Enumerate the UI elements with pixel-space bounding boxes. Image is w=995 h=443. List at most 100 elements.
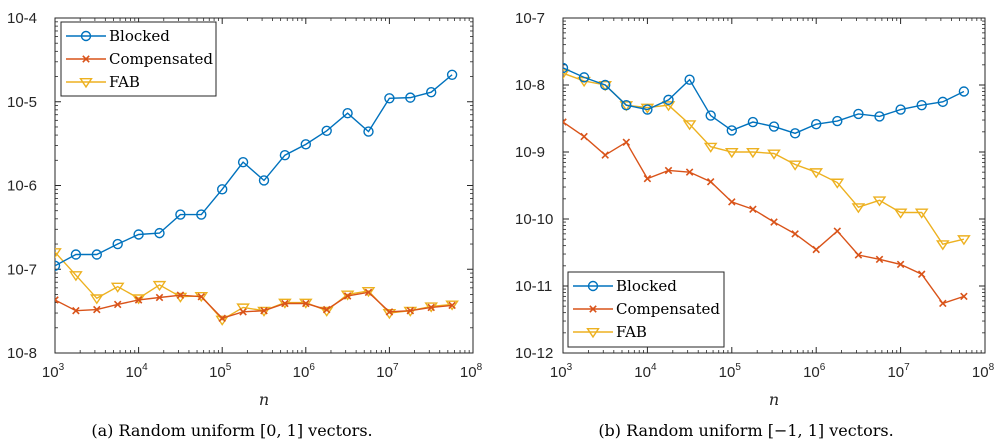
x-tick-label: 107 [887,362,910,381]
series-line [563,121,965,305]
data-point-triangle [89,294,104,305]
data-point-triangle [563,69,570,80]
series-blocked [55,69,458,271]
data-point-triangle [152,280,167,292]
y-tick-labels: 10-12 10-11 10-10 10-9 10-8 10-7 [515,10,553,362]
data-point-x [197,292,206,301]
legend-label: Compensated [109,50,213,68]
chart-panel-a: 103 104 105 106 107 10810-810-710-610-510-4nB… [7,10,483,440]
data-point-circle [446,69,458,80]
data-point-x [833,227,842,235]
data-point-circle [258,175,270,186]
legend-label: FAB [109,73,140,91]
x-tick-base: 10 [887,364,904,381]
data-point-triangle [79,78,93,89]
y-tick-label: 10-11 [515,278,552,295]
data-point-x [643,174,652,183]
data-point-circle [937,96,948,108]
data-point-x [812,245,820,254]
data-point-circle [216,184,228,195]
x-tick-base: 10 [550,364,567,381]
x-tick-exponent: 3 [567,362,573,373]
chart-caption: (b) Random uniform [−1, 1] vectors. [598,421,893,440]
x-tick-base: 10 [125,364,142,381]
data-point-triangle [788,160,802,171]
data-point-x [93,305,101,314]
y-tick-label: 10-5 [7,94,37,111]
data-point-circle [237,156,249,168]
data-point-circle [789,128,801,139]
data-point-triangle [935,240,950,251]
data-point-circle [642,104,653,115]
x-axis-label: n [259,390,269,409]
data-point-circle [55,260,61,271]
series-line [563,67,965,135]
data-point-circle [384,93,395,104]
series-compensated [55,288,456,323]
data-point-circle [768,121,780,132]
data-point-x [706,177,715,186]
x-tick-base: 10 [803,364,820,381]
x-tick-exponent: 6 [820,362,826,373]
data-point-triangle [598,81,613,92]
data-point-x [791,230,799,238]
chart-caption: (a) Random uniform [0, 1] vectors. [91,421,372,440]
data-point-x [601,151,609,159]
x-tick-exponent: 8 [989,362,995,373]
y-tick-labels: 10-8 10-7 10-6 10-5 10-4 [7,10,37,362]
data-point-circle [70,249,82,260]
x-tick-base: 10 [42,364,59,381]
legend-label: Blocked [109,27,170,45]
y-tick-label: 10-8 [7,345,37,362]
x-tick-label: 104 [125,362,148,381]
y-tick-label: 10-6 [7,178,37,195]
data-point-triangle [957,235,971,246]
x-tick-exponent: 5 [226,362,232,373]
data-point-x [55,296,59,304]
data-point-x [176,291,185,299]
x-tick-label: 104 [634,362,657,381]
data-point-circle [112,238,123,250]
x-axis-label: n [769,390,779,409]
data-point-triangle [872,196,887,207]
y-tick-label: 10-12 [515,345,553,362]
x-tick-label: 107 [376,362,399,381]
data-point-circle [684,74,695,85]
data-point-triangle [893,208,908,219]
legend: Blocked Compensated FAB [60,21,217,97]
data-point-circle [705,110,716,121]
data-point-triangle [682,120,697,131]
chart-panel-b: 103 104 105 106 107 10810-1210-1110-1010-910-… [515,10,995,440]
data-point-x [589,305,597,313]
data-point-x [664,166,673,175]
data-point-circle [196,209,207,220]
y-tick-label: 10-8 [515,77,545,94]
data-point-x [917,270,926,278]
data-point-triangle [914,208,929,219]
x-tick-label: 108 [460,362,483,381]
data-point-circle [895,104,906,115]
y-tick-label: 10-9 [515,144,545,161]
data-point-triangle [55,248,62,259]
data-point-x [427,303,435,312]
x-tick-exponent: 7 [393,362,399,373]
x-tick-exponent: 7 [904,362,910,373]
data-point-triangle [110,282,125,293]
data-point-circle [832,115,843,127]
data-point-triangle [767,149,781,160]
x-tick-base: 10 [972,364,989,381]
x-tick-labels: 103 104 105 106 107 108 [42,362,483,381]
data-point-circle [563,62,569,74]
data-point-x [448,301,456,310]
legend-label: Blocked [616,277,677,295]
data-point-circle [621,99,632,111]
data-point-x [322,305,331,314]
series-group [55,69,459,326]
data-point-x [622,138,631,146]
y-tick-label: 10-10 [515,211,553,228]
data-point-x [385,308,394,316]
data-point-circle [426,87,437,98]
series-blocked [563,62,970,139]
data-point-circle [853,108,864,120]
x-tick-exponent: 8 [477,362,483,373]
